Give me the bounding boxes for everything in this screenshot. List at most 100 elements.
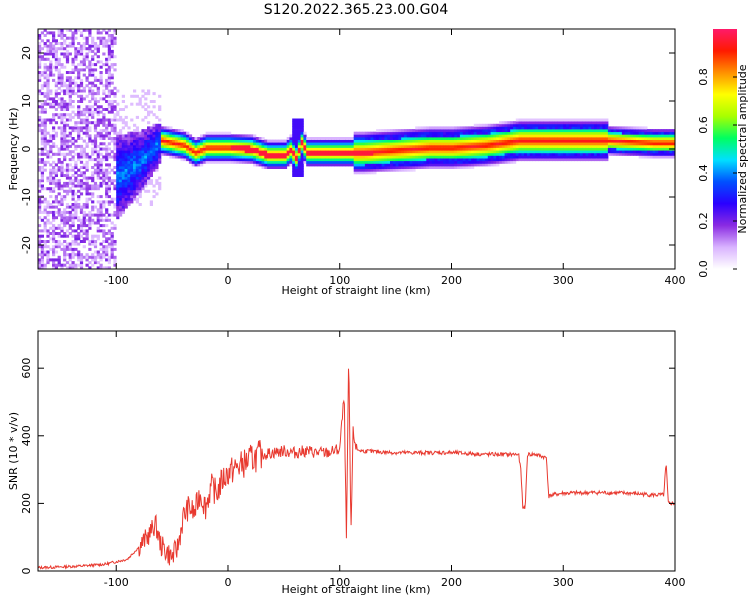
heatmap-cell (119, 205, 123, 209)
heatmap-cell (63, 224, 67, 228)
heatmap-cell (110, 168, 114, 172)
heatmap-cell (239, 144, 243, 148)
heatmap-cell (661, 131, 665, 135)
heatmap-cell (96, 171, 100, 175)
heatmap-cell (121, 152, 125, 156)
heatmap-cell (99, 121, 103, 125)
heatmap-cell (624, 152, 628, 156)
heatmap-cell (281, 144, 285, 148)
heatmap-cell (543, 118, 547, 122)
heatmap-cell (476, 129, 480, 133)
heatmap-cell (546, 121, 550, 125)
heatmap-cell (110, 81, 114, 85)
heatmap-cell (552, 137, 556, 140)
heatmap-cell (205, 139, 209, 143)
heatmap-cell (370, 150, 374, 154)
heatmap-cell (233, 150, 237, 154)
heatmap-cell (107, 245, 111, 249)
heatmap-cell (79, 97, 84, 101)
heatmap-cell (641, 155, 645, 159)
heatmap-cell (406, 131, 410, 135)
heatmap-cell (404, 163, 408, 167)
heatmap-cell (82, 47, 86, 51)
heatmap-cell (384, 150, 388, 154)
heatmap-cell (197, 158, 201, 162)
heatmap-cell (52, 115, 56, 119)
heatmap-cell (669, 139, 673, 143)
heatmap-cell (113, 123, 117, 127)
heatmap-cell (404, 152, 408, 156)
heatmap-cell (323, 163, 327, 167)
heatmap-cell (585, 144, 589, 148)
heatmap-cell (60, 266, 64, 270)
heatmap-cell (485, 155, 489, 159)
heatmap-cell (71, 261, 75, 265)
heatmap-cell (77, 115, 81, 119)
heatmap-cell (638, 150, 642, 154)
heatmap-cell (74, 234, 78, 238)
heatmap-cell (526, 137, 531, 140)
heatmap-cell (236, 147, 240, 151)
heatmap-cell (160, 129, 165, 133)
heatmap-cell (295, 144, 299, 148)
heatmap-cell (292, 158, 296, 162)
heatmap-cell (138, 189, 142, 193)
heatmap-cell (482, 144, 486, 148)
heatmap-cell (465, 134, 469, 138)
heatmap-cell (149, 203, 153, 206)
heatmap-cell (52, 216, 56, 220)
heatmap-cell (197, 137, 201, 140)
heatmap-cell (91, 81, 95, 85)
heatmap-cell (99, 195, 103, 199)
heatmap-cell (543, 155, 547, 159)
heatmap-cell (186, 158, 190, 162)
heatmap-cell (38, 44, 42, 48)
heatmap-cell (661, 147, 665, 151)
heatmap-cell (68, 232, 72, 235)
heatmap-cell (356, 137, 360, 140)
heatmap-cell (451, 163, 455, 167)
heatmap-cell (320, 152, 324, 156)
heatmap-cell (471, 144, 475, 148)
heatmap-cell (135, 139, 139, 143)
heatmap-cell (85, 152, 89, 156)
heatmap-cell (93, 129, 98, 133)
heatmap-cell (194, 152, 198, 156)
heatmap-cell (524, 129, 528, 133)
heatmap-cell (130, 166, 134, 169)
heatmap-cell (451, 142, 455, 146)
heatmap-cell (43, 200, 47, 204)
heatmap-cell (63, 240, 67, 243)
heatmap-cell (43, 253, 47, 257)
heatmap-cell (233, 144, 237, 148)
heatmap-cell (46, 84, 50, 88)
heatmap-cell (49, 63, 53, 67)
heatmap-cell (93, 110, 98, 114)
heatmap-cell (493, 155, 497, 159)
heatmap-cell (105, 42, 109, 45)
heatmap-cell (107, 65, 111, 69)
heatmap-cell (119, 171, 123, 175)
colorbar-gradient (713, 29, 737, 269)
heatmap-cell (88, 31, 92, 35)
heatmap-cell (96, 229, 100, 233)
heatmap-cell (74, 237, 78, 241)
heatmap-cell (124, 139, 128, 143)
heatmap-cell (487, 160, 491, 164)
heatmap-cell (423, 163, 427, 167)
heatmap-cell (557, 152, 561, 156)
heatmap-cell (392, 155, 396, 159)
heatmap-cell (496, 163, 500, 167)
heatmap-cell (54, 52, 58, 56)
heatmap-cell (119, 210, 123, 214)
heatmap-cell (585, 137, 589, 140)
heatmap-cell (356, 171, 360, 175)
heatmap-cell (602, 123, 606, 127)
heatmap-cell (60, 139, 64, 143)
heatmap-cell (85, 115, 89, 119)
heatmap-cell (211, 139, 215, 143)
heatmap-cell (513, 160, 517, 164)
heatmap-cell (228, 147, 232, 151)
heatmap-cell (529, 152, 533, 156)
heatmap-cell (353, 152, 357, 156)
